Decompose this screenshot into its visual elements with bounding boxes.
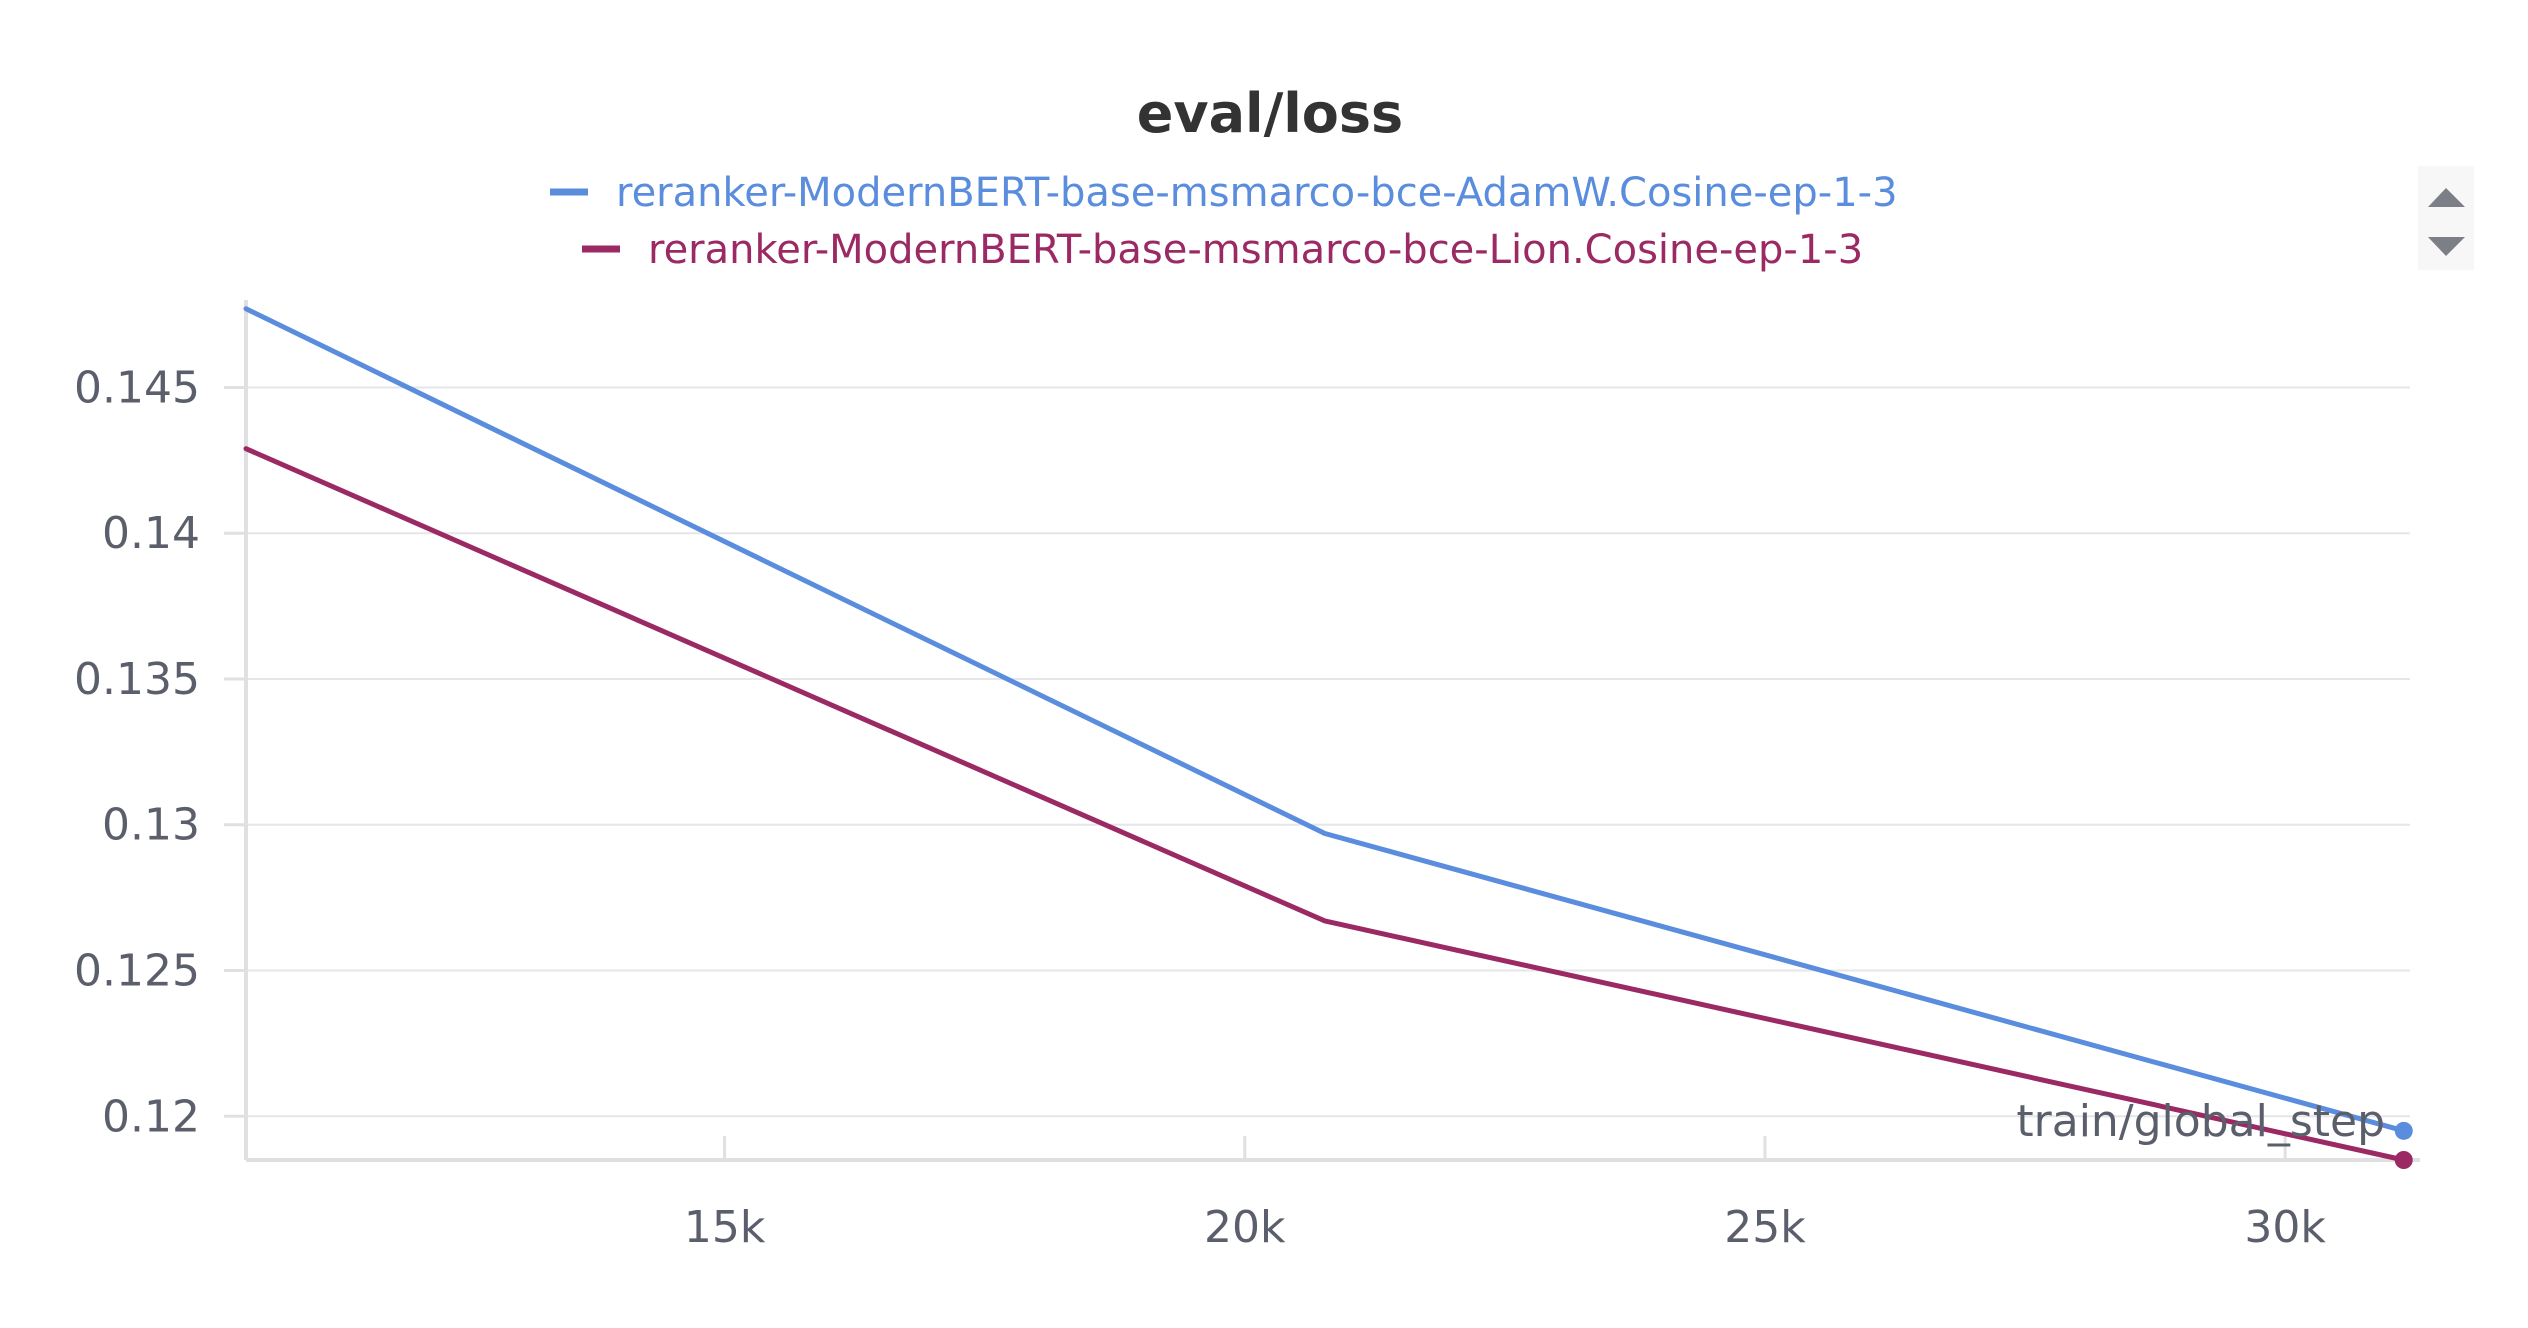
legend-label-adamw: reranker-ModernBERT-base-msmarco-bce-Ada…	[616, 170, 1898, 216]
triangle-down-icon[interactable]	[2428, 237, 2465, 256]
triangle-up-icon[interactable]	[2428, 188, 2465, 207]
y-tick-label: 0.135	[74, 654, 200, 705]
y-tick-label: 0.12	[102, 1091, 200, 1142]
y-tick-label: 0.14	[102, 508, 200, 559]
x-tick-label: 15k	[684, 1202, 766, 1253]
y-tick-labels: 0.12 0.125 0.13 0.135 0.14 0.145	[74, 362, 200, 1142]
series-line-1[interactable]	[243, 446, 2407, 1163]
legend-label-lion: reranker-ModernBERT-base-msmarco-bce-Lio…	[648, 227, 1863, 273]
y-tick-label: 0.125	[74, 946, 200, 997]
x-tick-label: 30k	[2244, 1202, 2326, 1253]
x-tick-label: 25k	[1724, 1202, 1806, 1253]
axes	[224, 300, 2420, 1162]
chart-title: eval/loss	[1137, 82, 1403, 145]
series-line-0[interactable]	[243, 306, 2407, 1134]
x-tick-label: 20k	[1204, 1202, 1286, 1253]
grid-lines	[246, 386, 2410, 1118]
legend-item-lion[interactable]: reranker-ModernBERT-base-msmarco-bce-Lio…	[582, 227, 1863, 273]
x-tick-labels: 15k 20k 25k 30k	[684, 1202, 2327, 1253]
legend-item-adamw[interactable]: reranker-ModernBERT-base-msmarco-bce-Ada…	[550, 170, 1898, 216]
legend: reranker-ModernBERT-base-msmarco-bce-Ada…	[550, 170, 1898, 273]
y-tick-label: 0.13	[102, 800, 200, 851]
x-axis-label: train/global_step	[2016, 1096, 2385, 1147]
series	[243, 306, 2413, 1169]
y-tick-label: 0.145	[74, 362, 200, 413]
series-end-point-0[interactable]	[2394, 1121, 2413, 1140]
legend-scroll	[2418, 166, 2474, 270]
series-end-point-1[interactable]	[2394, 1151, 2413, 1169]
